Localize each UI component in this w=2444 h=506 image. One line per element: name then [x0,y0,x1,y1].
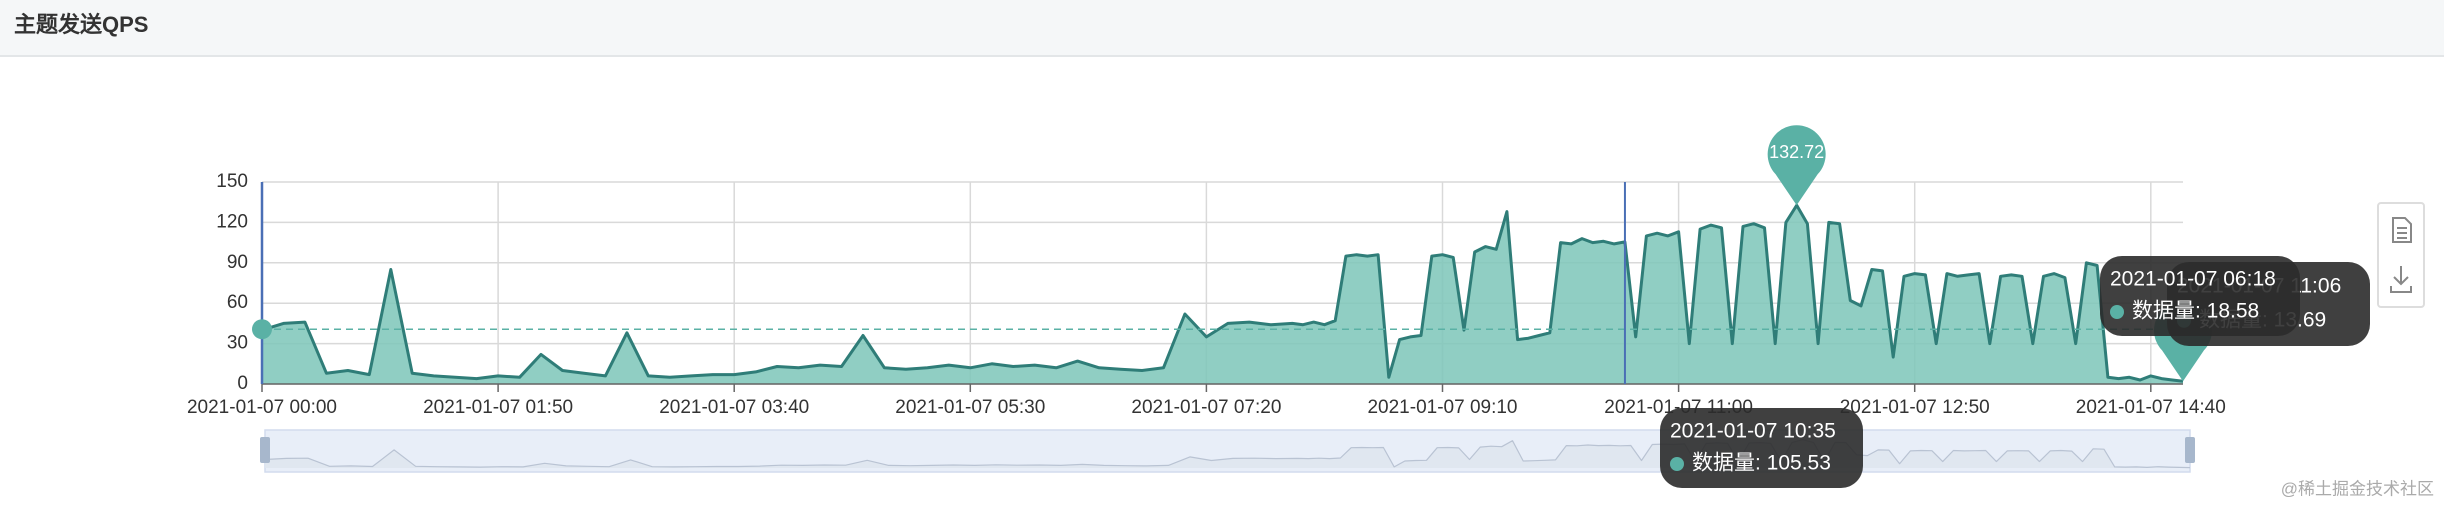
pin [1767,125,1826,206]
series-line [261,203,2184,383]
average-marker [252,319,272,340]
x-tick-label: 2021-01-07 05:30 [895,397,1045,418]
y-tick-label: 0 [237,373,248,394]
y-tick-label: 150 [216,171,248,192]
tooltip-time: 2021-01-07 06:18 [2110,268,2276,291]
data-view-icon[interactable] [2392,217,2412,243]
tooltip-time: 2021-01-07 10:35 [1670,420,1836,443]
x-tick-label: 2021-01-07 07:20 [1131,397,1281,418]
pin-label: 132.72 [1769,142,1824,162]
x-tick-label: 2021-01-07 12:50 [1840,397,1990,418]
title-bar [0,0,2444,56]
tooltip-box [2100,256,2300,336]
slider-line [264,439,2191,469]
tooltip-box [1660,408,1863,488]
tooltip: 2021-01-07 06:18 数据量: 18.58 [2100,256,2300,336]
series-area [262,205,2183,384]
tooltip-text: 数据量: 105.53 [1692,452,1831,475]
x-tick-label: 2021-01-07 14:40 [2076,397,2226,418]
watermark: @稀土掘金技术社区 [2281,479,2434,498]
y-tick-label: 60 [227,292,248,313]
x-tick-label: 2021-01-07 09:10 [1367,397,1517,418]
y-tick-label: 90 [227,252,248,273]
y-tick-label: 30 [227,333,248,354]
y-tick-label: 120 [216,211,248,232]
x-tick-label: 2021-01-07 00:00 [187,397,337,418]
x-tick-label: 2021-01-07 03:40 [659,397,809,418]
x-tick-label: 2021-01-07 01:50 [423,397,573,418]
tooltip-text: 数据量: 18.58 [2132,300,2259,323]
zoom-handle[interactable] [260,437,270,463]
tooltip-dot [1670,457,1684,471]
toolbox [2377,202,2425,308]
zoom-handle[interactable] [2185,437,2195,463]
tooltip: 2021-01-07 10:35 数据量: 105.53 [1660,408,1863,488]
chart-title: 主题发送QPS [14,12,148,37]
toolbox-frame [2377,202,2425,308]
download-icon[interactable] [2390,266,2412,293]
tooltip-dot [2110,305,2124,319]
